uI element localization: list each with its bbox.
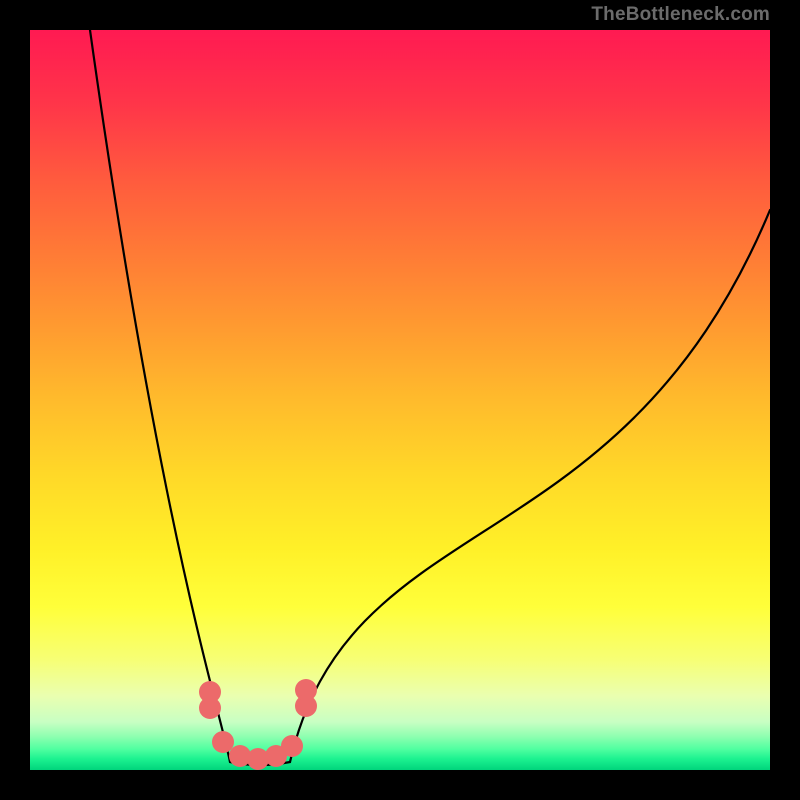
chart-frame: TheBottleneck.com [0,0,800,800]
plot-area [30,30,770,770]
valley-marker [199,697,221,719]
valley-marker [281,735,303,757]
watermark-text: TheBottleneck.com [591,4,770,26]
valley-marker [295,679,317,701]
bottleneck-curve [90,30,770,765]
valley-marker [212,731,234,753]
curve-layer [30,30,770,770]
valley-markers [199,679,317,770]
